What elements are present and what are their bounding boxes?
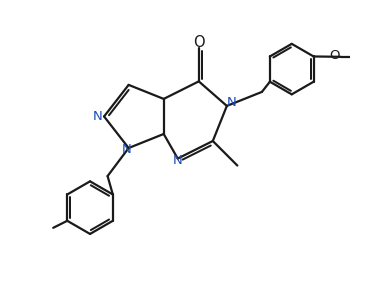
- Text: N: N: [173, 154, 183, 167]
- Text: O: O: [193, 35, 205, 50]
- Text: N: N: [122, 143, 132, 156]
- Text: O: O: [329, 49, 340, 61]
- Text: N: N: [93, 110, 102, 123]
- Text: N: N: [227, 96, 237, 109]
